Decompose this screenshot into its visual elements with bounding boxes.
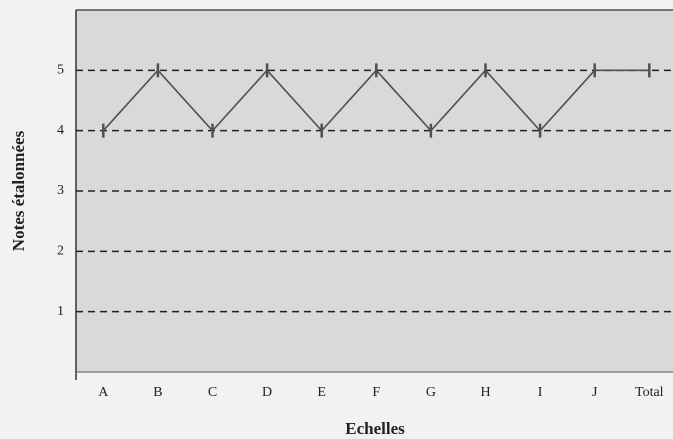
y-tick-label: 5 (57, 63, 64, 78)
x-tick-label: J (592, 385, 598, 400)
y-tick-label: 4 (57, 123, 64, 138)
x-tick-label: G (426, 385, 436, 400)
x-tick-label: C (208, 385, 217, 400)
x-tick-label: F (372, 385, 380, 400)
x-tick-label: E (317, 385, 326, 400)
x-tick-label: H (480, 385, 490, 400)
y-tick-label: 2 (57, 244, 64, 259)
x-tick-label: B (153, 385, 162, 400)
x-axis-title: Echelles (345, 419, 405, 438)
x-tick-label: A (98, 385, 109, 400)
y-axis-title: Notes étalonnées (9, 130, 28, 251)
x-tick-label: I (538, 385, 543, 400)
x-tick-label: D (262, 385, 272, 400)
x-tick-label: Total (635, 385, 664, 400)
y-tick-label: 3 (57, 183, 64, 198)
y-tick-label: 1 (57, 304, 64, 319)
